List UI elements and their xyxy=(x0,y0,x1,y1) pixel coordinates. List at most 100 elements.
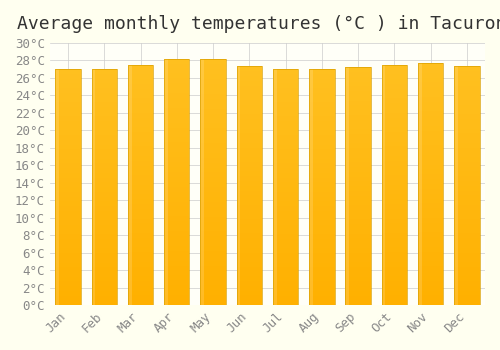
Bar xyxy=(454,229,479,233)
Bar xyxy=(273,154,298,159)
Bar xyxy=(164,78,190,83)
Bar xyxy=(92,154,117,159)
Bar xyxy=(346,205,371,210)
Bar xyxy=(309,116,334,121)
Bar xyxy=(418,116,444,121)
Bar xyxy=(454,267,479,272)
Bar xyxy=(92,211,117,215)
Bar xyxy=(92,262,117,267)
Bar xyxy=(418,164,444,169)
Bar xyxy=(200,60,204,305)
Bar xyxy=(418,271,444,276)
Bar xyxy=(382,103,407,108)
Bar xyxy=(128,300,153,305)
Bar xyxy=(164,241,190,246)
Bar xyxy=(309,192,334,196)
Bar xyxy=(346,238,371,243)
Bar xyxy=(309,267,334,272)
Bar xyxy=(200,128,226,133)
Bar xyxy=(309,69,313,305)
Bar xyxy=(418,252,444,257)
Bar xyxy=(128,98,153,103)
Bar xyxy=(454,162,479,167)
Bar xyxy=(309,300,334,305)
Bar xyxy=(346,300,371,305)
Bar xyxy=(200,280,226,285)
Bar xyxy=(200,231,226,236)
Bar xyxy=(56,78,80,83)
Bar xyxy=(454,190,479,195)
Bar xyxy=(418,179,444,184)
Bar xyxy=(56,159,80,163)
Bar xyxy=(273,277,298,281)
Bar xyxy=(92,107,117,112)
Bar xyxy=(56,215,80,220)
Bar xyxy=(236,95,262,100)
Bar xyxy=(309,277,334,281)
Bar xyxy=(164,290,190,295)
Bar xyxy=(382,262,407,267)
Bar xyxy=(454,276,479,281)
Bar xyxy=(200,217,226,222)
Bar xyxy=(128,93,153,98)
Bar xyxy=(56,248,80,253)
Bar xyxy=(346,201,371,205)
Bar xyxy=(418,208,444,213)
Bar xyxy=(200,285,226,290)
Bar xyxy=(164,142,190,147)
Bar xyxy=(382,218,407,223)
Bar xyxy=(236,143,262,148)
Bar xyxy=(454,167,479,172)
Bar xyxy=(418,121,444,126)
Bar xyxy=(418,286,444,290)
Bar xyxy=(273,244,298,248)
Bar xyxy=(92,192,117,196)
Bar xyxy=(382,223,407,228)
Bar xyxy=(236,128,262,133)
Bar xyxy=(128,122,153,127)
Bar xyxy=(236,138,262,143)
Bar xyxy=(92,239,117,244)
Bar xyxy=(273,88,298,93)
Bar xyxy=(418,73,444,77)
Bar xyxy=(236,76,262,81)
Bar xyxy=(382,271,407,276)
Bar xyxy=(418,290,444,295)
Bar xyxy=(92,215,117,220)
Bar xyxy=(309,93,334,97)
Bar xyxy=(56,107,80,112)
Bar xyxy=(236,262,262,267)
Bar xyxy=(346,167,371,172)
Bar xyxy=(200,251,226,256)
Bar xyxy=(236,267,262,272)
Bar xyxy=(418,242,444,247)
Bar xyxy=(164,108,190,113)
Bar xyxy=(309,173,334,178)
Bar xyxy=(128,113,153,118)
Bar xyxy=(454,172,479,176)
Bar xyxy=(418,82,444,87)
Bar xyxy=(382,156,407,161)
Bar xyxy=(273,253,298,258)
Bar xyxy=(309,234,334,239)
Bar xyxy=(164,157,190,162)
Bar xyxy=(236,190,262,195)
Bar xyxy=(382,170,407,175)
Bar xyxy=(382,118,407,122)
Bar xyxy=(200,295,226,300)
Bar xyxy=(200,300,226,305)
Bar xyxy=(382,93,407,98)
Bar xyxy=(382,79,407,84)
Bar xyxy=(236,215,262,219)
Bar xyxy=(454,200,479,205)
Bar xyxy=(200,290,226,295)
Bar xyxy=(309,215,334,220)
Bar xyxy=(128,142,153,146)
Bar xyxy=(454,90,479,95)
Bar xyxy=(346,262,371,267)
Bar xyxy=(454,148,479,152)
Bar xyxy=(200,226,226,231)
Bar xyxy=(382,300,407,305)
Bar xyxy=(56,154,80,159)
Bar xyxy=(418,106,444,111)
